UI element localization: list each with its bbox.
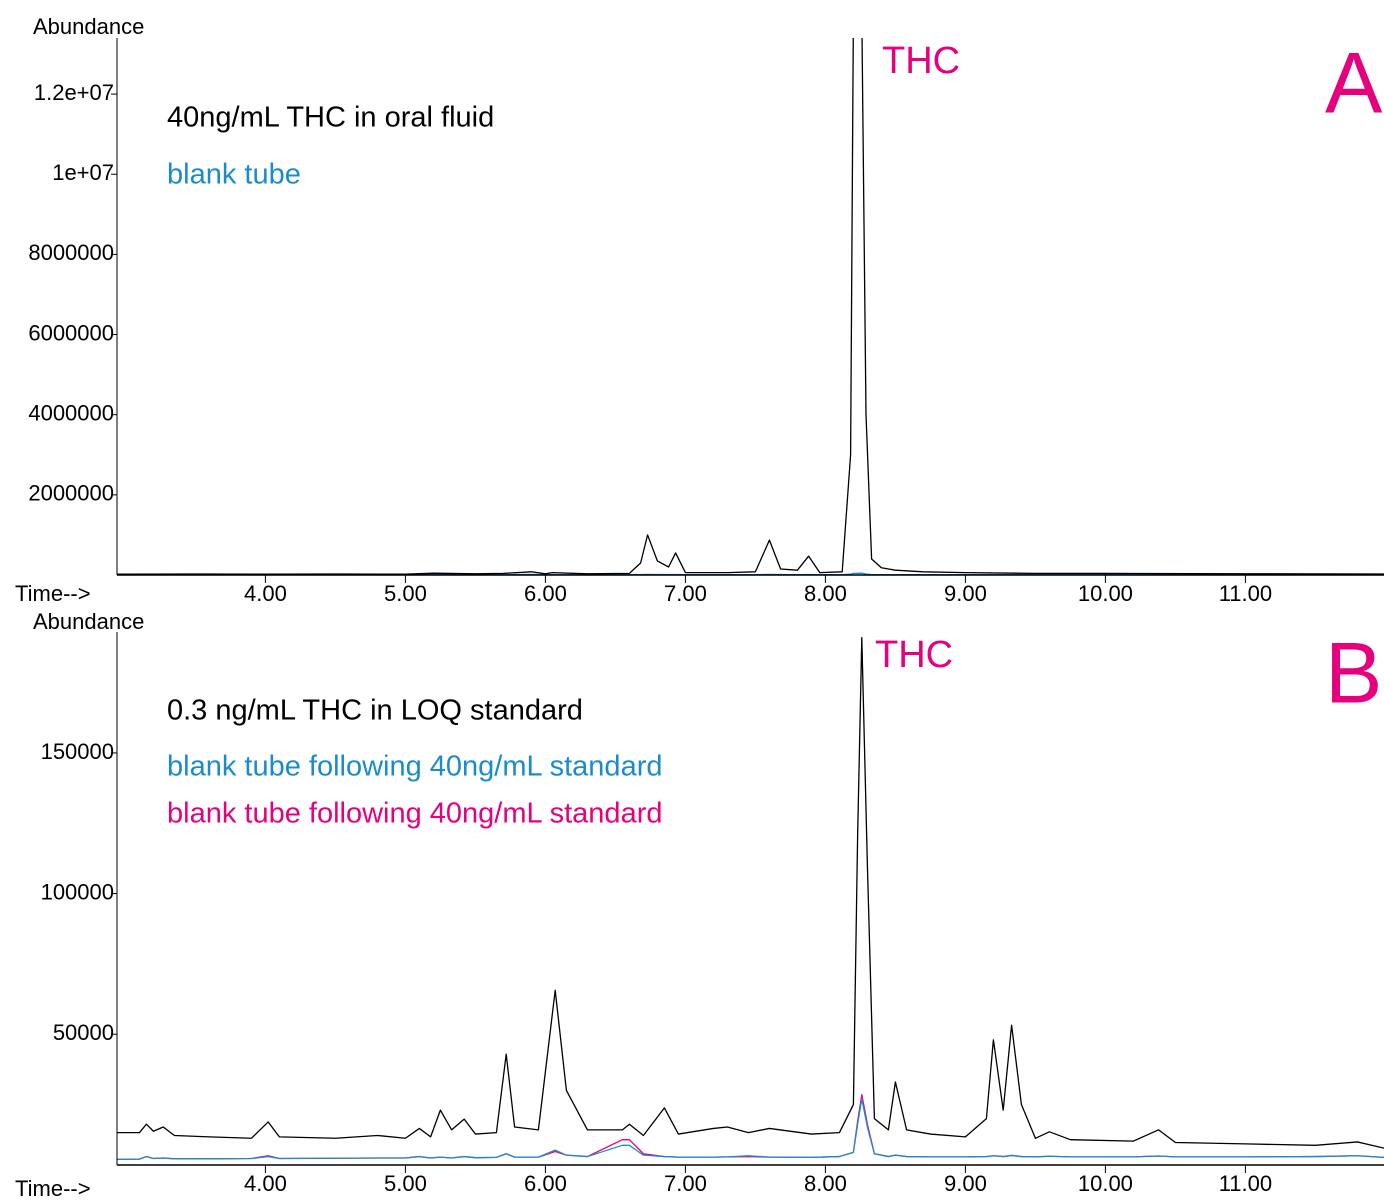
y-tick-label: 1.2e+07 <box>34 80 114 105</box>
plot-area <box>117 636 1384 1161</box>
x-tick-label: 10.00 <box>1078 581 1133 606</box>
y-tick-label: 4000000 <box>28 401 114 426</box>
peak-label: THC <box>875 634 953 676</box>
x-tick-label: 10.00 <box>1078 1171 1133 1196</box>
peak-label: THC <box>882 40 960 82</box>
x-axis-label: Time--> <box>15 1176 91 1201</box>
x-tick-label: 6.00 <box>524 581 567 606</box>
legend-entry: blank tube following 40ng/mL standard <box>167 798 662 830</box>
plot-area <box>117 38 1384 575</box>
series-line <box>117 636 1384 1149</box>
x-tick-label: 6.00 <box>524 1171 567 1196</box>
legend-entry: blank tube following 40ng/mL standard <box>167 751 662 783</box>
x-tick-label: 8.00 <box>804 1171 847 1196</box>
y-tick-label: 2000000 <box>28 481 114 506</box>
legend-entry: 0.3 ng/mL THC in LOQ standard <box>167 695 583 727</box>
x-axis-label: Time--> <box>15 581 91 606</box>
x-tick-label: 9.00 <box>944 1171 987 1196</box>
x-tick-label: 8.00 <box>804 581 847 606</box>
x-tick-label: 7.00 <box>664 1171 707 1196</box>
series-line <box>117 1094 1384 1161</box>
panel-label: B <box>1325 626 1382 722</box>
y-tick-label: 6000000 <box>28 320 114 345</box>
x-tick-label: 4.00 <box>244 581 287 606</box>
y-tick-label: 50000 <box>53 1020 114 1045</box>
x-tick-label: 11.00 <box>1219 1171 1272 1196</box>
y-axis-label: Abundance <box>33 609 144 634</box>
y-tick-label: 100000 <box>41 879 114 904</box>
y-axis-label: Abundance <box>33 14 144 39</box>
y-tick-label: 1e+07 <box>52 160 114 185</box>
x-tick-label: 5.00 <box>384 581 427 606</box>
x-tick-label: 4.00 <box>244 1171 287 1196</box>
legend-entry: 40ng/mL THC in oral fluid <box>167 102 494 134</box>
series-line <box>117 38 1384 575</box>
x-tick-label: 11.00 <box>1219 581 1272 606</box>
series-line <box>117 1098 1384 1161</box>
x-tick-label: 9.00 <box>944 581 987 606</box>
panel-label: A <box>1325 36 1383 132</box>
y-tick-label: 150000 <box>41 739 114 764</box>
x-tick-label: 7.00 <box>664 581 707 606</box>
y-tick-label: 8000000 <box>28 240 114 265</box>
x-tick-label: 5.00 <box>384 1171 427 1196</box>
legend-entry: blank tube <box>167 159 301 191</box>
